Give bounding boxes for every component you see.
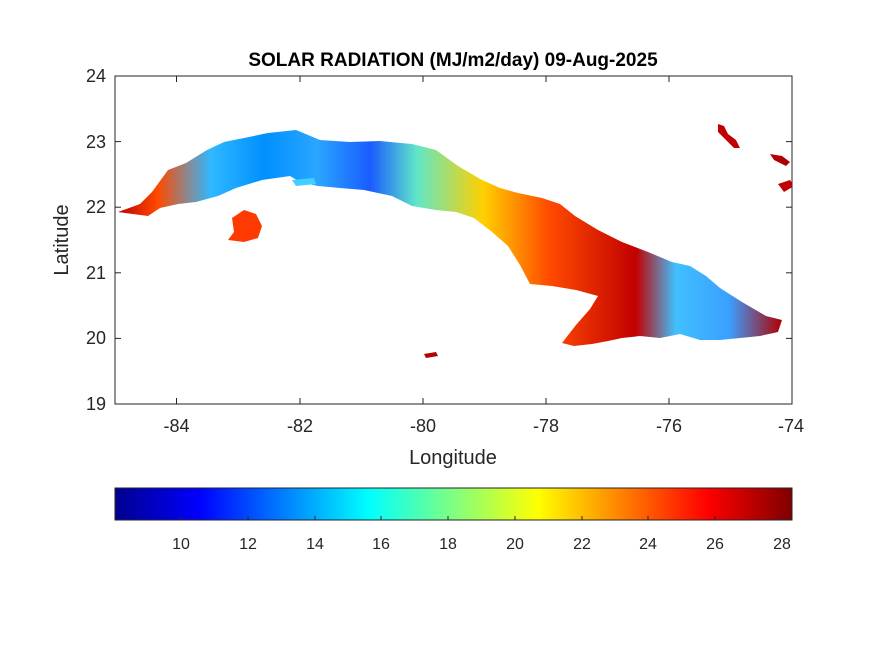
- y-tick-label: 19: [86, 394, 106, 414]
- colorbar-tick-label: 10: [172, 536, 190, 553]
- colorbar-tick-label: 12: [239, 536, 257, 553]
- colorbar-tick-label: 14: [306, 536, 324, 553]
- y-tick-label: 21: [86, 263, 106, 283]
- y-tick-label: 24: [86, 66, 106, 86]
- x-tick-label: -80: [410, 416, 436, 436]
- cuba-main-island: [118, 130, 782, 346]
- y-axis: [115, 141, 792, 339]
- y-axis-label: Latitude: [51, 204, 73, 275]
- x-tick-label: -82: [287, 416, 313, 436]
- chart-title: SOLAR RADIATION (MJ/m2/day) 09-Aug-2025: [248, 50, 658, 71]
- colorbar-tick-label: 22: [573, 536, 591, 553]
- colorbar-tick-label: 18: [439, 536, 457, 553]
- colorbar-tick-label: 16: [372, 536, 390, 553]
- x-tick-label: -84: [163, 416, 189, 436]
- cayo-islet-4: [424, 352, 438, 358]
- x-axis: [176, 76, 670, 404]
- x-tick-label: -74: [778, 416, 804, 436]
- colorbar-tick-label: 20: [506, 536, 524, 553]
- y-tick-label: 20: [86, 328, 106, 348]
- colorbar-ticks: [180, 516, 783, 520]
- isla-de-la-juventud: [228, 210, 262, 242]
- colorbar-tick-label: 28: [773, 536, 791, 553]
- cayo-islet-1: [718, 124, 740, 148]
- cayo-islet-2: [770, 154, 790, 166]
- cayo-islet-5: [292, 178, 316, 186]
- y-tick-label: 22: [86, 197, 106, 217]
- x-tick-label: -76: [656, 416, 682, 436]
- cayo-islet-3: [778, 180, 792, 192]
- map-layer: [118, 124, 792, 358]
- x-tick-label: -78: [533, 416, 559, 436]
- colorbar-tick-label: 24: [639, 536, 657, 553]
- map-axes: [114, 75, 793, 405]
- colorbar-tick-label: 26: [706, 536, 724, 553]
- x-axis-label: Longitude: [409, 447, 497, 469]
- colorbar: [114, 487, 793, 521]
- y-tick-label: 23: [86, 132, 106, 152]
